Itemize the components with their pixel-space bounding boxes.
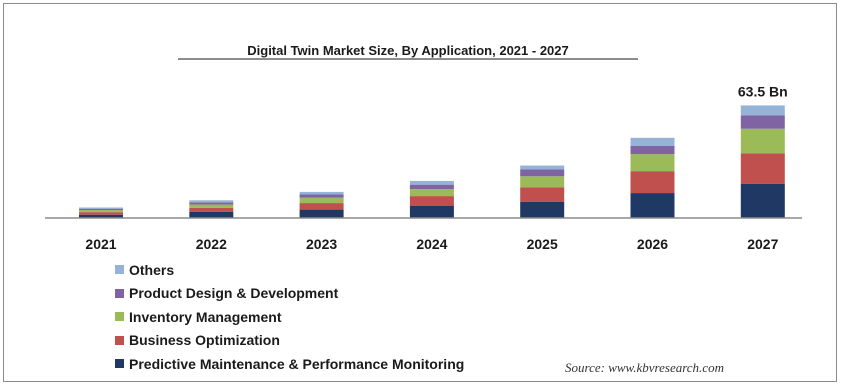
legend-label: Product Design & Development: [129, 285, 339, 302]
legend-item-predictive-maintenance-and-performance-monitoring: Predictive Maintenance & Performance Mon…: [115, 352, 464, 376]
chart-title: Digital Twin Market Size, By Application…: [247, 43, 568, 58]
bar-2025-others: [520, 165, 565, 170]
legend-label: Others: [129, 261, 175, 278]
x-tick-label-2021: 2021: [85, 236, 116, 252]
bar-2024-others: [409, 180, 454, 185]
bar-2027-others: [740, 105, 785, 116]
bar-2026-others: [630, 137, 675, 146]
bar-2021-inventory-management: [79, 210, 123, 213]
bar-2027-inventory-management: [740, 128, 785, 154]
bar-2026-predictive-maintenance-and-performance-monitoring: [630, 193, 675, 218]
x-tick-label-2027: 2027: [747, 236, 778, 252]
legend-item-others: Others: [115, 258, 464, 282]
bar-2022-business-optimization: [189, 207, 234, 212]
bar-2022-others: [189, 200, 234, 203]
legend-label: Business Optimization: [129, 332, 280, 349]
legend-item-product-design-and-development: Product Design & Development: [115, 282, 464, 306]
bar-2026-business-optimization: [630, 171, 675, 194]
bar-2023-inventory-management: [299, 197, 344, 204]
data-label-2027: 63.5 Bn: [738, 83, 788, 99]
bar-2023-business-optimization: [299, 203, 344, 210]
legend-swatch: [115, 312, 124, 322]
x-tick-label-2022: 2022: [196, 236, 227, 252]
bar-2027-business-optimization: [740, 153, 785, 184]
legend-swatch: [115, 265, 124, 275]
bar-2021-predictive-maintenance-and-performance-monitoring: [79, 214, 123, 218]
legend-swatch: [115, 288, 124, 298]
bar-2024-product-design-and-development: [409, 184, 454, 190]
bar-2026-product-design-and-development: [630, 145, 675, 155]
bar-2025-business-optimization: [520, 187, 565, 202]
bar-2022-product-design-and-development: [189, 202, 234, 205]
bar-2021-product-design-and-development: [79, 208, 123, 211]
x-tick-label-2023: 2023: [306, 236, 337, 252]
legend-swatch: [115, 335, 124, 345]
bar-2026-inventory-management: [630, 154, 675, 172]
bar-2024-inventory-management: [409, 189, 454, 197]
bar-2022-predictive-maintenance-and-performance-monitoring: [189, 211, 234, 218]
legend-item-business-optimization: Business Optimization: [115, 329, 464, 353]
chart-legend: Others Product Design & Development Invent…: [115, 258, 464, 376]
legend-swatch: [115, 359, 124, 369]
legend-label: Predictive Maintenance & Performance Mon…: [129, 355, 465, 372]
bar-2025-product-design-and-development: [520, 169, 565, 177]
x-tick-label-2024: 2024: [416, 236, 447, 252]
bar-2024-predictive-maintenance-and-performance-monitoring: [409, 205, 454, 218]
bar-2021-business-optimization: [79, 212, 123, 215]
x-tick-label-2025: 2025: [527, 236, 558, 252]
source-note: Source: www.kbvresearch.com: [565, 360, 724, 375]
bar-2021-others: [79, 207, 123, 209]
legend-item-inventory-management: Inventory Management: [115, 305, 464, 329]
bar-2025-inventory-management: [520, 176, 565, 188]
bar-2027-product-design-and-development: [740, 115, 785, 129]
bar-2025-predictive-maintenance-and-performance-monitoring: [520, 201, 565, 218]
bar-2023-product-design-and-development: [299, 194, 344, 198]
bar-2024-business-optimization: [409, 196, 454, 206]
legend-label: Inventory Management: [129, 308, 282, 325]
bar-2023-others: [299, 191, 344, 195]
bar-2022-inventory-management: [189, 204, 234, 208]
bar-2027-predictive-maintenance-and-performance-monitoring: [740, 183, 785, 218]
bar-2023-predictive-maintenance-and-performance-monitoring: [299, 209, 344, 218]
x-tick-label-2026: 2026: [637, 236, 668, 252]
